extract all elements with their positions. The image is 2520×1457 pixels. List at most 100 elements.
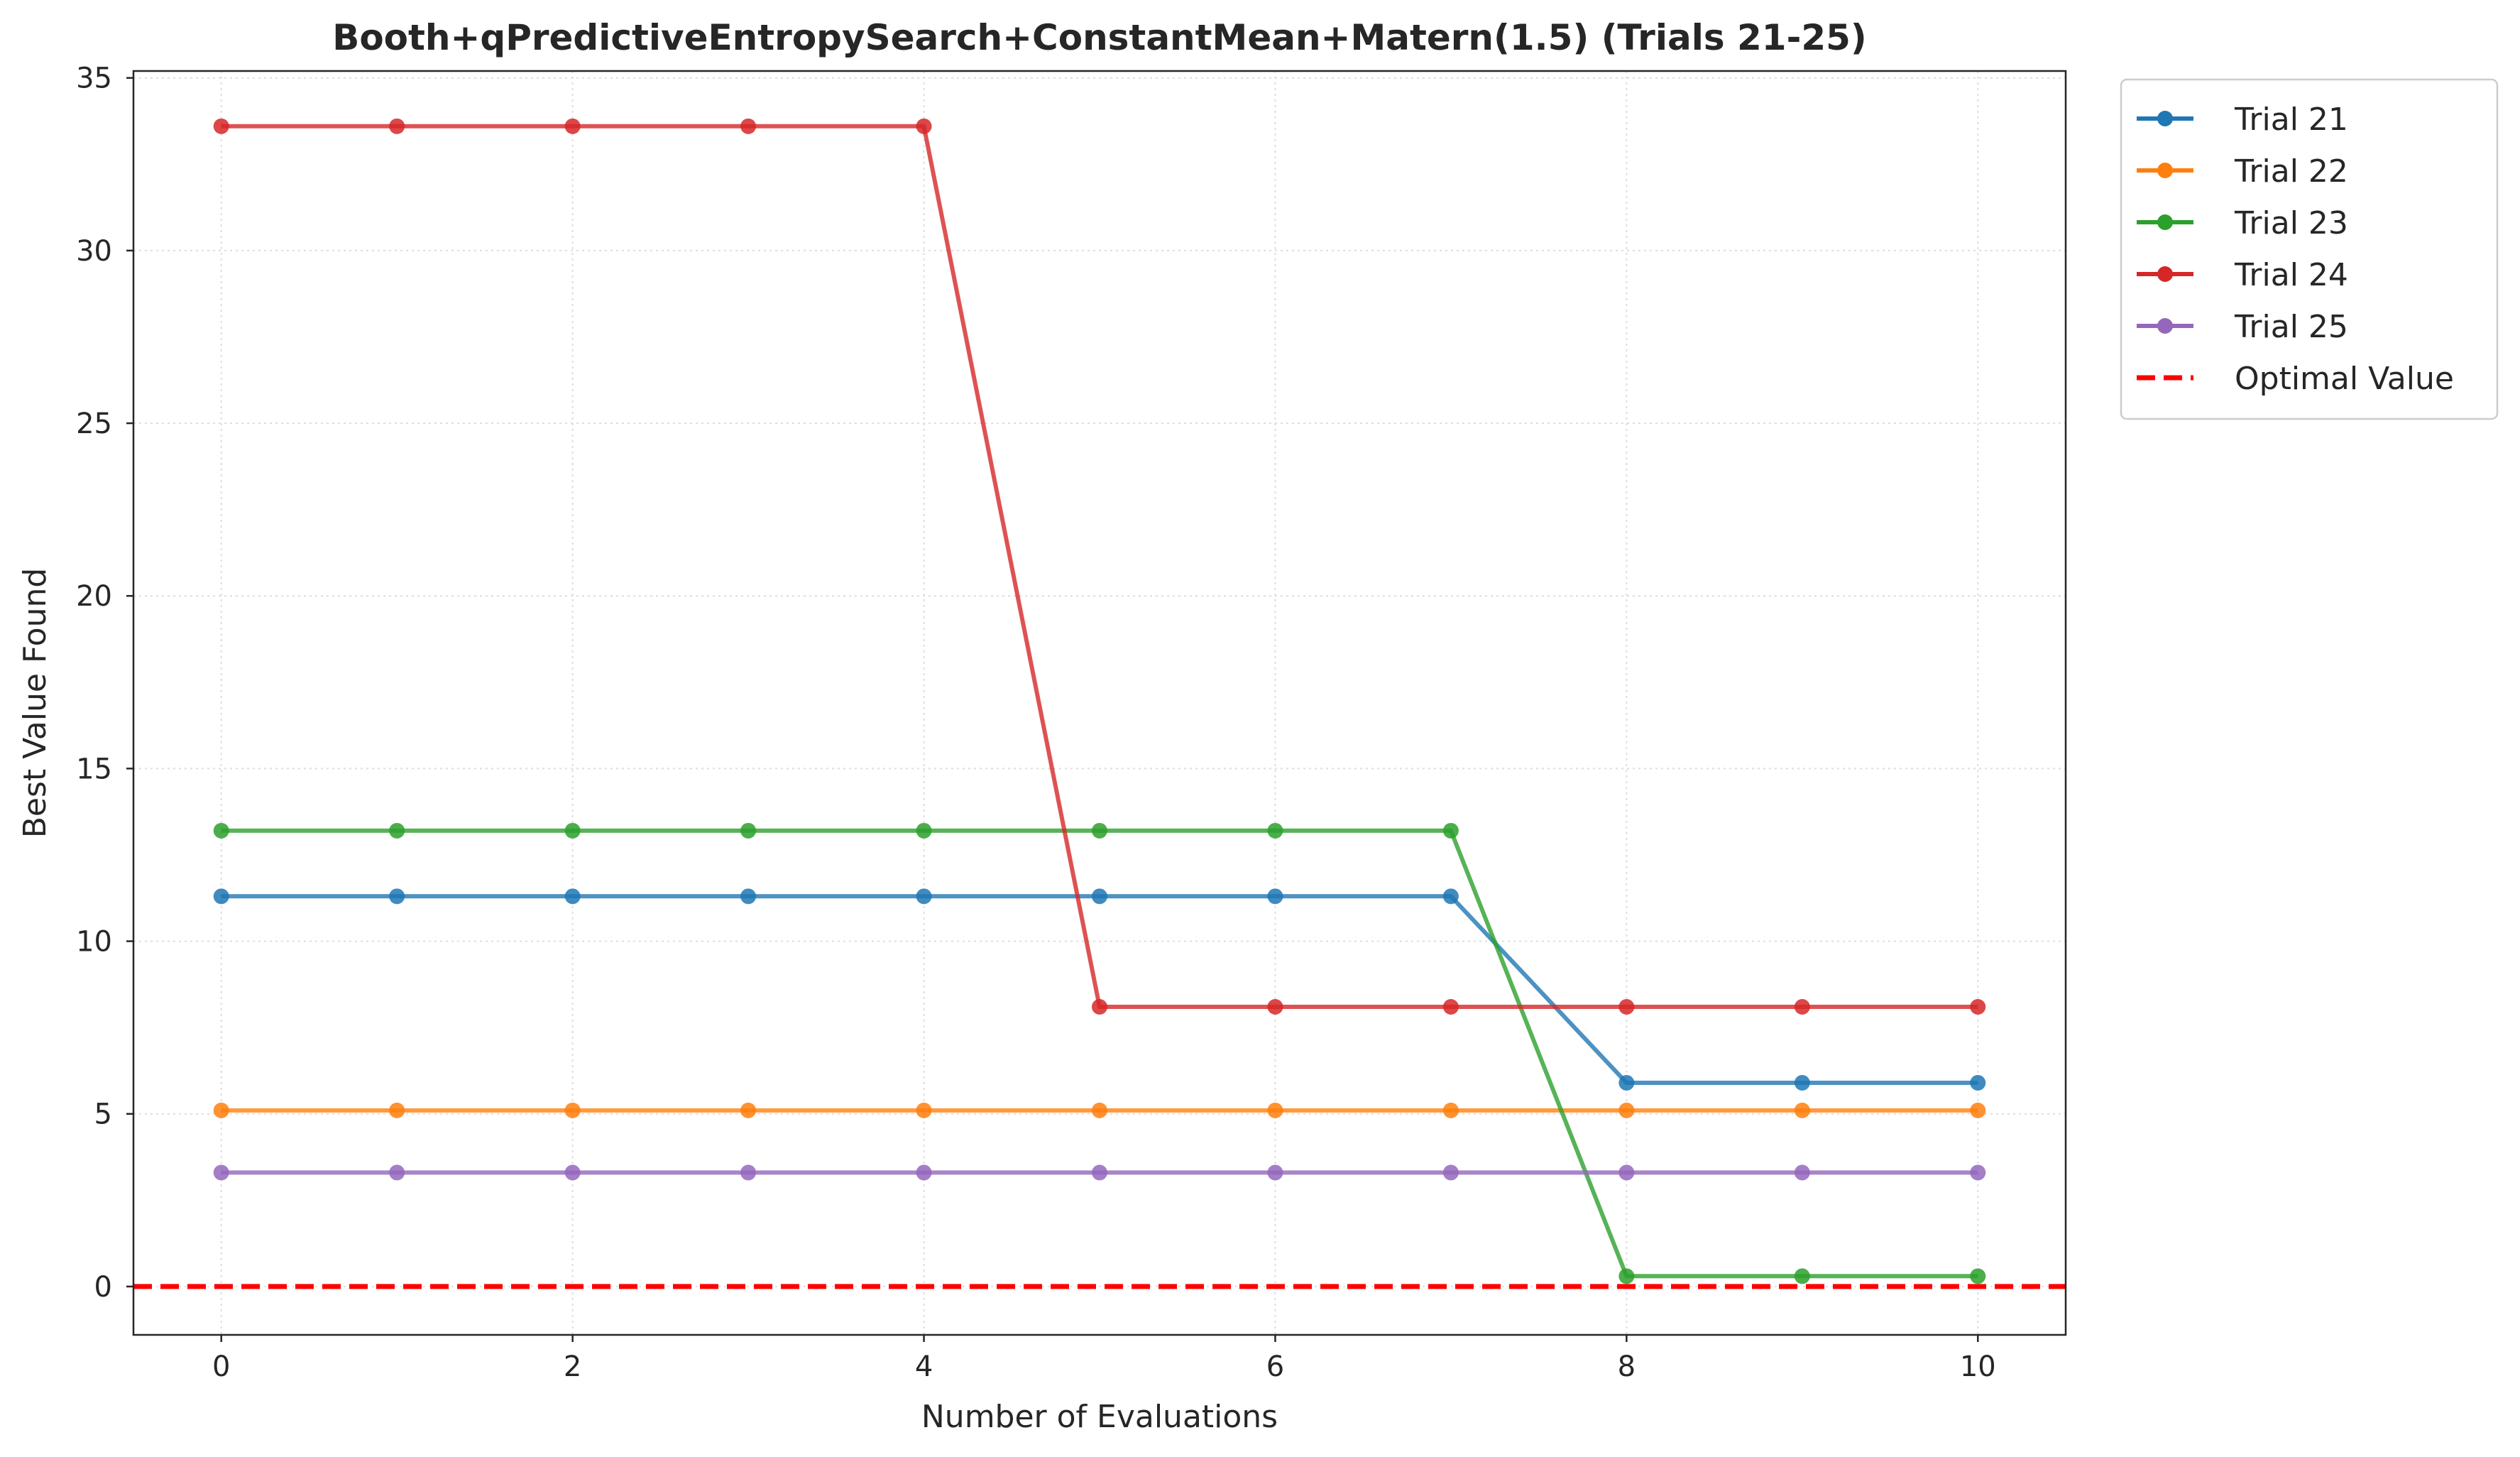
legend-label: Trial 23 [2234,205,2348,241]
y-tick-label: 20 [76,580,112,613]
data-point [740,888,757,905]
data-point [740,118,757,134]
y-tick-label: 10 [76,926,112,959]
series-4 [213,118,1986,1015]
legend-label: Optimal Value [2235,361,2454,397]
data-point [1442,822,1459,839]
data-point [1970,998,1986,1015]
grid-lines [133,71,2066,1335]
x-tick-label: 0 [212,1350,230,1383]
data-point [564,1164,581,1181]
data-point [213,1102,229,1118]
x-tick-label: 6 [1266,1350,1284,1383]
legend-marker [2157,163,2173,178]
data-point [1618,998,1635,1015]
data-point [389,822,405,839]
legend-marker [2157,318,2173,334]
data-point [1618,1074,1635,1091]
legend-box [2120,78,2499,420]
data-point [1794,1268,1810,1284]
data-point [1442,1102,1459,1118]
series-group [133,118,2066,1289]
data-point [213,118,229,134]
legend-entry: Trial 25 [2137,309,2348,345]
y-axis-ticks: 0 5 10 15 20 25 30 35 [76,62,133,1304]
y-axis-label: Best Value Found [17,568,53,839]
data-point [1794,1074,1810,1091]
data-point [1618,1102,1635,1118]
data-point [1442,888,1459,905]
data-point [389,888,405,905]
data-point [213,1164,229,1181]
legend-entry: Trial 24 [2137,257,2348,293]
data-point [1970,1164,1986,1181]
data-point [564,888,581,905]
legend-label: Trial 21 [2234,102,2348,138]
data-point [564,1102,581,1118]
y-tick-label: 0 [94,1271,112,1304]
plot-frame [132,70,2067,1336]
data-point [1794,998,1810,1015]
data-point [1442,998,1459,1015]
data-point [916,118,932,134]
legend-entry: Trial 23 [2137,205,2348,241]
data-point [740,1102,757,1118]
legend-entry: Trial 21 [2137,102,2348,138]
x-tick-label: 10 [1960,1350,1996,1383]
y-tick-label: 35 [76,62,112,95]
data-point [389,1102,405,1118]
data-point [564,822,581,839]
x-tick-label: 8 [1618,1350,1636,1383]
data-point [1267,888,1283,905]
data-point [916,888,932,905]
data-point [916,1102,932,1118]
data-point [1267,1164,1283,1181]
data-point [1970,1102,1986,1118]
data-point [740,1164,757,1181]
data-point [1092,888,1107,905]
legend: Trial 21 Trial 22 Trial 23 Trial 24 Trial 25… [2120,78,2499,420]
data-point [1794,1164,1810,1181]
series-line [221,124,1978,1009]
data-point [916,822,932,839]
legend-marker [2157,111,2173,126]
legend-marker [2157,214,2173,230]
data-point [740,822,757,839]
y-tick-label: 25 [76,408,112,440]
series-2 [213,1102,1986,1118]
data-point [213,822,229,839]
y-tick-label: 15 [76,753,112,785]
data-point [1092,998,1107,1015]
data-point [1092,1164,1107,1181]
series-line [221,894,1978,1085]
data-point [213,888,229,905]
data-point [1092,822,1107,839]
data-point [1267,822,1283,839]
x-tick-label: 4 [915,1350,933,1383]
data-point [1618,1268,1635,1284]
data-point [1970,1268,1986,1284]
x-axis-label: Number of Evaluations [921,1399,1278,1435]
data-point [564,118,581,134]
data-point [1794,1102,1810,1118]
legend-entry: Trial 22 [2137,153,2348,190]
data-point [1267,1102,1283,1118]
y-tick-label: 5 [94,1098,112,1131]
series-5 [213,1164,1986,1181]
series-1 [213,888,1986,1091]
data-point [1618,1164,1635,1181]
data-point [389,1164,405,1181]
legend-label: Trial 24 [2234,257,2348,293]
data-point [1970,1074,1986,1091]
data-point [1092,1102,1107,1118]
data-point [916,1164,932,1181]
series-3 [213,822,1986,1284]
legend-label: Trial 22 [2234,153,2348,190]
legend-label: Trial 25 [2234,309,2348,345]
y-tick-label: 30 [76,235,112,268]
legend-entry: Optimal Value [2137,361,2454,397]
data-point [1267,998,1283,1015]
chart-title: Booth+qPredictiveEntropySearch+ConstantM… [332,17,1867,58]
legend-marker [2157,266,2173,282]
